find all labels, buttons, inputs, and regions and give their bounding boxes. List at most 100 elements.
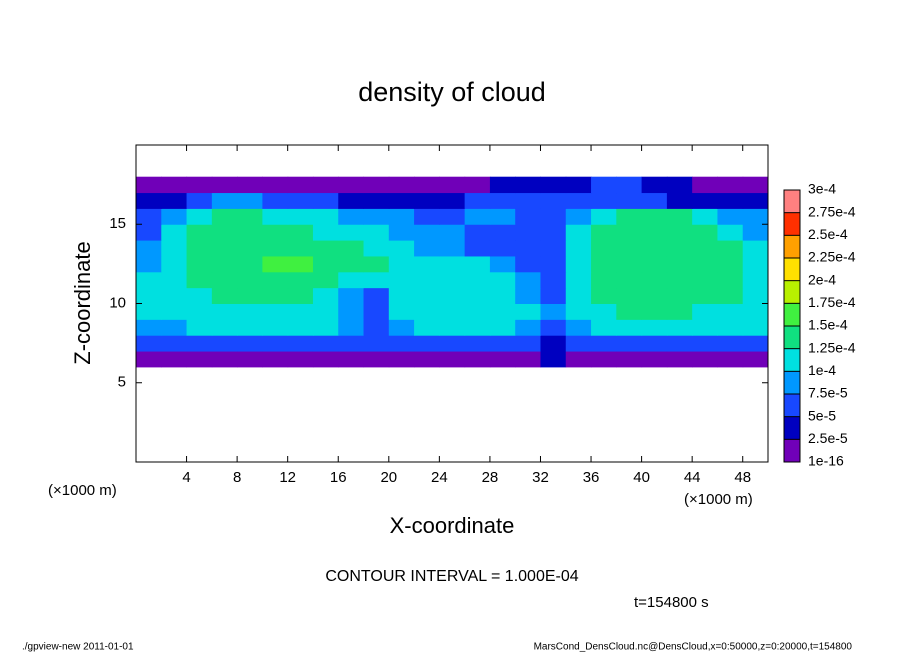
heat-cell: [388, 176, 415, 194]
heat-cell: [161, 319, 188, 336]
heat-cell: [515, 271, 541, 289]
heat-cell: [161, 208, 188, 225]
heat-cell: [186, 176, 213, 194]
heat-cell: [641, 335, 668, 352]
colorbar-swatch: [784, 348, 800, 372]
heat-cell: [161, 192, 188, 209]
heat-cell: [641, 271, 668, 289]
heat-cell: [515, 176, 541, 194]
heat-cell: [591, 287, 617, 304]
x-tick-label: 40: [633, 469, 650, 486]
heat-cell: [666, 271, 693, 289]
heat-cell: [515, 351, 541, 368]
heat-cell: [312, 208, 339, 225]
heat-cell: [666, 208, 693, 225]
colorbar-label: 1.5e-4: [808, 317, 848, 333]
heat-cell: [616, 255, 643, 273]
x-tick-label: 32: [532, 469, 549, 486]
heat-cell: [338, 303, 365, 320]
heat-cell: [565, 351, 592, 368]
heat-cell: [136, 176, 162, 194]
heat-cell: [262, 351, 289, 368]
y-axis-label: Z-coordinate: [70, 241, 95, 365]
heat-cell: [161, 303, 188, 320]
heat-cell: [161, 255, 188, 273]
heat-cell: [565, 255, 592, 273]
heat-cell: [666, 192, 693, 209]
heat-cell: [414, 176, 440, 194]
heat-cell: [489, 176, 516, 194]
heat-cell: [439, 192, 466, 209]
heat-cell: [363, 255, 390, 273]
heat-cell: [312, 351, 339, 368]
heat-cell: [287, 240, 314, 257]
heat-cell: [591, 255, 617, 273]
heat-cell: [237, 303, 263, 320]
heat-cell: [388, 303, 415, 320]
heat-cell: [161, 176, 188, 194]
heat-cell: [186, 192, 213, 209]
heat-cell: [641, 351, 668, 368]
heat-cell: [515, 287, 541, 304]
heat-cell: [717, 176, 744, 194]
colorbar-swatch: [784, 235, 800, 258]
heat-cell: [211, 271, 238, 289]
colorbar-swatch: [784, 416, 800, 440]
heat-cell: [641, 208, 668, 225]
heat-cell: [186, 335, 213, 352]
heat-cell: [211, 208, 238, 225]
heat-cell: [312, 176, 339, 194]
heat-cell: [489, 224, 516, 241]
heat-cell: [363, 224, 390, 241]
heat-cell: [489, 208, 516, 225]
heat-cell: [237, 240, 263, 257]
heat-cell: [616, 208, 643, 225]
x-tick-label: 20: [380, 469, 397, 486]
heat-cell: [666, 319, 693, 336]
heat-cell: [666, 255, 693, 273]
heat-cell: [489, 271, 516, 289]
heat-cell: [439, 351, 466, 368]
colorbar-label: 2e-4: [808, 271, 836, 287]
heat-cell: [616, 224, 643, 241]
heat-cell: [717, 240, 744, 257]
colorbar-swatch: [784, 303, 800, 326]
heat-cell: [717, 319, 744, 336]
heat-cell: [439, 224, 466, 241]
colorbar-label: 1.25e-4: [808, 339, 856, 355]
heat-cell: [616, 176, 643, 194]
heat-cell: [515, 255, 541, 273]
heat-cell: [312, 335, 339, 352]
heat-cell: [186, 255, 213, 273]
heat-cell: [136, 319, 162, 336]
heat-cell: [591, 192, 617, 209]
heat-cell: [464, 255, 491, 273]
x-tick-label: 48: [734, 469, 751, 486]
heat-cell: [692, 335, 718, 352]
colorbar-label: 5e-5: [808, 407, 836, 423]
heat-cell: [591, 271, 617, 289]
heat-cell: [186, 351, 213, 368]
contour-note: CONTOUR INTERVAL = 1.000E-04: [325, 568, 578, 585]
heat-cell: [414, 255, 440, 273]
heat-cell: [464, 176, 491, 194]
heat-cell: [439, 287, 466, 304]
heat-cell: [312, 319, 339, 336]
y-tick-label: 5: [118, 374, 126, 391]
heat-cell: [464, 224, 491, 241]
heat-cell: [717, 192, 744, 209]
heat-cell: [211, 192, 238, 209]
heat-cell: [136, 287, 162, 304]
heat-cell: [591, 176, 617, 194]
colorbar-swatch: [784, 280, 800, 304]
heat-cell: [666, 176, 693, 194]
heat-cell: [262, 255, 289, 273]
heat-cell: [262, 271, 289, 289]
heat-cell: [338, 351, 365, 368]
heat-cell: [363, 271, 390, 289]
heat-cell: [388, 255, 415, 273]
heat-cell: [591, 303, 617, 320]
heat-cell: [414, 224, 440, 241]
heat-cell: [363, 287, 390, 304]
heat-cell: [641, 192, 668, 209]
